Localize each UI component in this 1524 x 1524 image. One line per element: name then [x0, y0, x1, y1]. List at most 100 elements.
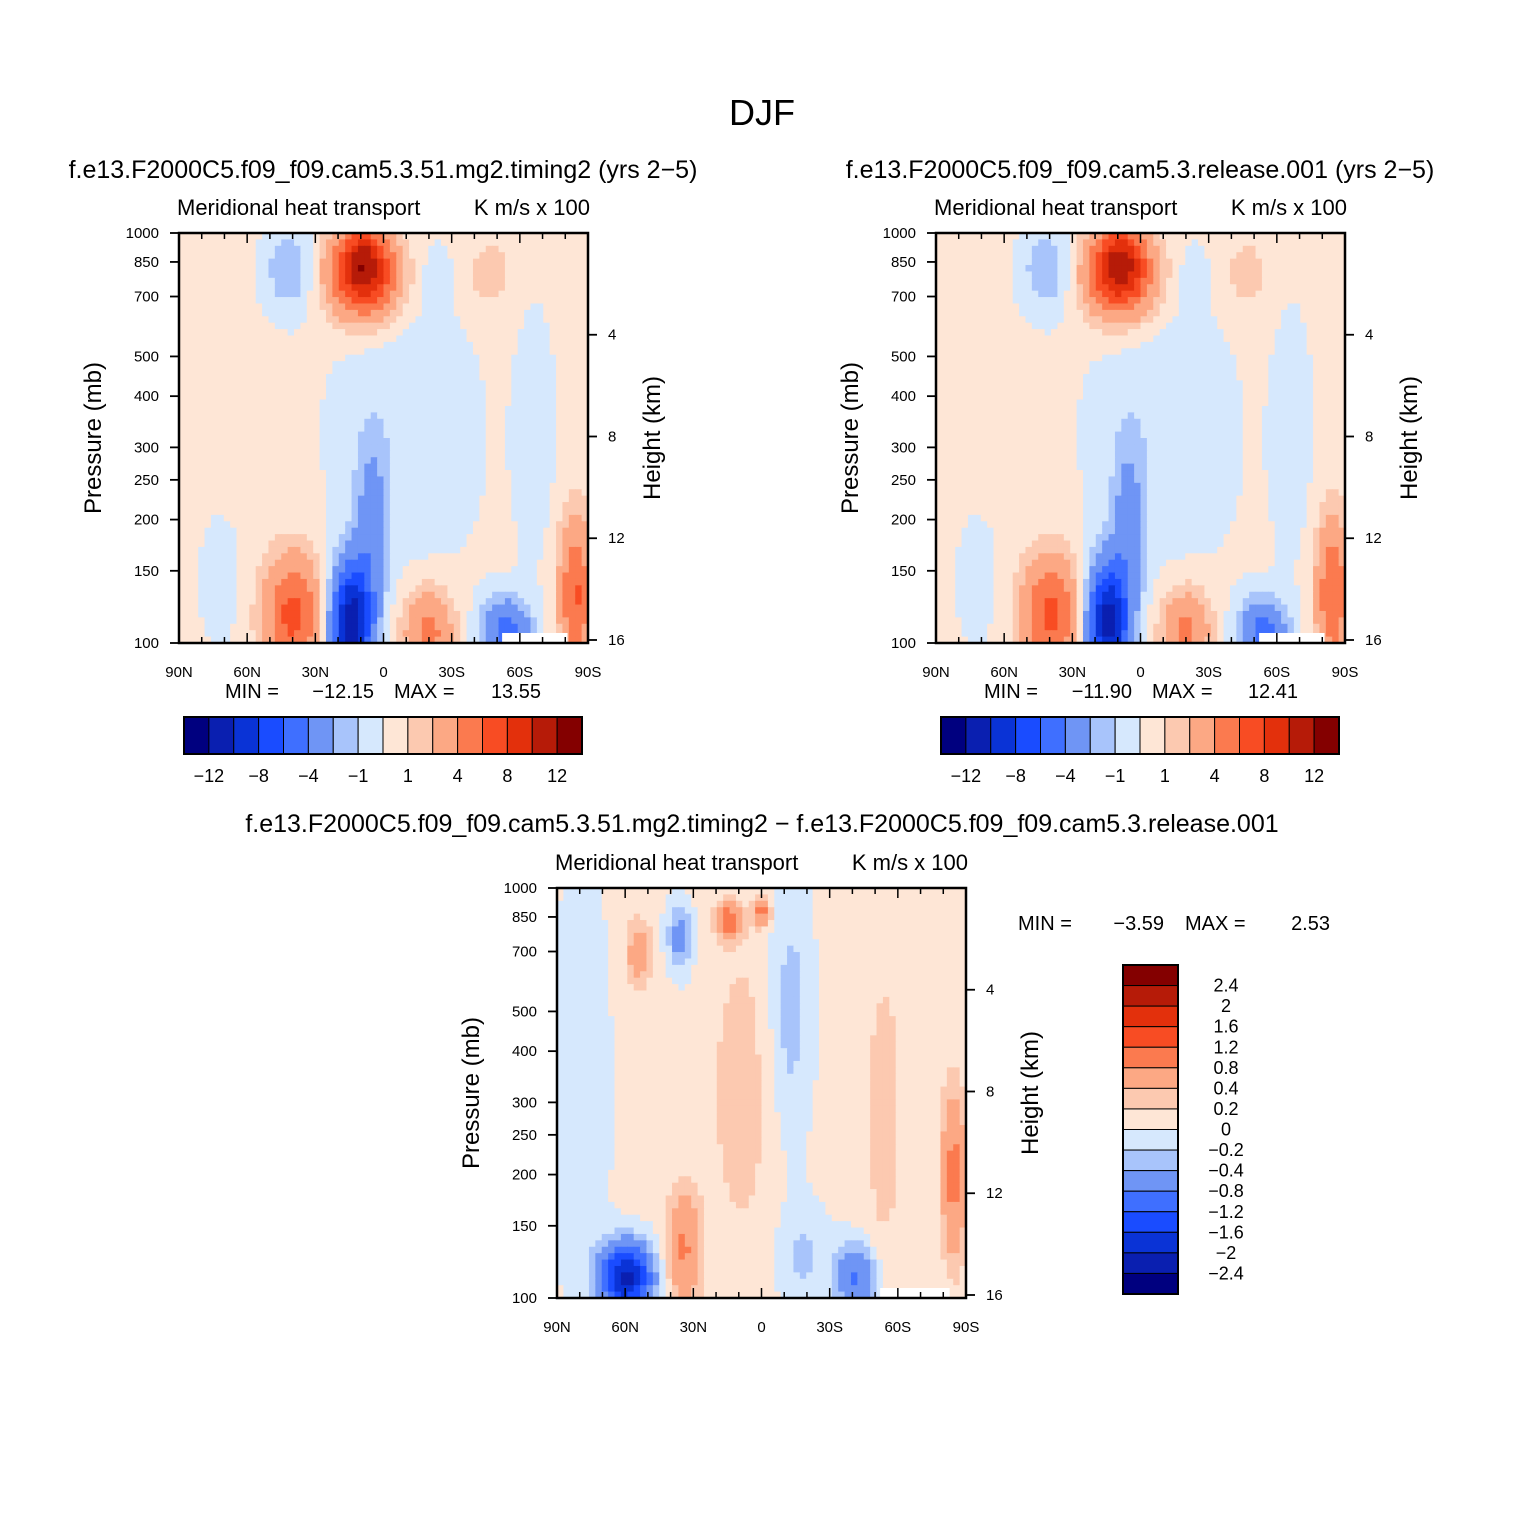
contour-cell — [325, 476, 333, 484]
contour-cell — [262, 495, 270, 503]
contour-cell — [1063, 284, 1071, 292]
contour-cell — [236, 233, 244, 241]
contour-cell — [1019, 239, 1027, 247]
contour-cell — [402, 463, 410, 471]
contour-cell — [364, 604, 372, 612]
contour-cell — [460, 514, 468, 522]
contour-cell — [453, 252, 461, 260]
contour-cell — [377, 405, 385, 413]
contour-cell — [1281, 265, 1289, 273]
contour-cell — [955, 245, 963, 253]
contour-cell — [1332, 284, 1340, 292]
contour-cell — [504, 572, 512, 580]
contour-cell — [402, 290, 410, 298]
contour-cell — [581, 367, 589, 375]
contour-cell — [345, 335, 353, 343]
contour-cell — [1025, 265, 1033, 273]
contour-cell — [581, 636, 589, 644]
contour-cell — [428, 546, 436, 554]
contour-cell — [441, 578, 449, 586]
contour-cell — [575, 585, 583, 593]
contour-cell — [332, 444, 340, 452]
contour-cell — [549, 271, 557, 279]
contour-cell — [179, 566, 186, 574]
contour-cell — [236, 489, 244, 497]
contour-cell — [230, 271, 238, 279]
contour-cell — [287, 258, 295, 266]
contour-cell — [1281, 258, 1289, 266]
contour-cell — [217, 476, 225, 484]
contour-cell — [351, 482, 359, 490]
contour-cell — [210, 572, 218, 580]
contour-cell — [441, 482, 449, 490]
contour-cell — [498, 546, 506, 554]
contour-cell — [351, 354, 359, 362]
contour-cell — [377, 239, 385, 247]
contour-cell — [1204, 258, 1212, 266]
contour-cell — [242, 457, 250, 465]
contour-cell — [1166, 277, 1174, 285]
contour-cell — [287, 348, 295, 356]
contour-cell — [524, 309, 532, 317]
contour-cell — [568, 329, 576, 337]
contour-cell — [1287, 290, 1295, 298]
contour-cell — [460, 482, 468, 490]
contour-cell — [472, 534, 480, 542]
contour-cell — [210, 354, 218, 362]
contour-cell — [1261, 297, 1269, 305]
contour-cell — [389, 361, 397, 369]
contour-cell — [1134, 245, 1142, 253]
contour-cell — [287, 534, 295, 542]
contour-cell — [549, 489, 557, 497]
contour-cell — [568, 418, 576, 426]
contour-cell — [274, 431, 282, 439]
contour-cell — [210, 277, 218, 285]
contour-cell — [1012, 271, 1020, 279]
contour-cell — [383, 380, 391, 388]
contour-cell — [396, 380, 404, 388]
contour-cell — [466, 476, 474, 484]
contour-cell — [294, 502, 302, 510]
contour-cell — [268, 502, 276, 510]
contour-cell — [504, 553, 512, 561]
contour-cell — [472, 495, 480, 503]
contour-cell — [530, 514, 538, 522]
contour-cell — [530, 265, 538, 273]
contour-cell — [409, 245, 417, 253]
contour-cell — [1242, 277, 1250, 285]
contour-cell — [421, 630, 429, 638]
contour-cell — [281, 495, 289, 503]
contour-cell — [1281, 303, 1289, 311]
contour-cell — [428, 527, 436, 535]
contour-cell — [268, 367, 276, 375]
contour-cell — [556, 623, 564, 631]
contour-cell — [568, 527, 576, 535]
contour-cell — [230, 265, 238, 273]
contour-cell — [364, 610, 372, 618]
contour-cell — [967, 297, 975, 305]
contour-cell — [479, 521, 487, 529]
contour-cell — [319, 521, 327, 529]
contour-cell — [191, 591, 199, 599]
contour-cell — [530, 559, 538, 567]
contour-cell — [556, 252, 564, 260]
x-tick-label: 30N — [302, 664, 330, 681]
contour-cell — [936, 252, 943, 260]
contour-cell — [262, 585, 270, 593]
contour-cell — [568, 373, 576, 381]
contour-cell — [281, 630, 289, 638]
contour-cell — [396, 373, 404, 381]
contour-cell — [262, 245, 270, 253]
contour-cell — [517, 309, 525, 317]
contour-cell — [274, 386, 282, 394]
contour-cell — [1210, 290, 1218, 298]
contour-cell — [338, 540, 346, 548]
contour-cell — [434, 514, 442, 522]
contour-cell — [447, 393, 455, 401]
contour-cell — [415, 591, 423, 599]
contour-cell — [504, 502, 512, 510]
contour-cell — [306, 277, 314, 285]
contour-cell — [294, 258, 302, 266]
contour-cell — [428, 245, 436, 253]
contour-cell — [396, 277, 404, 285]
